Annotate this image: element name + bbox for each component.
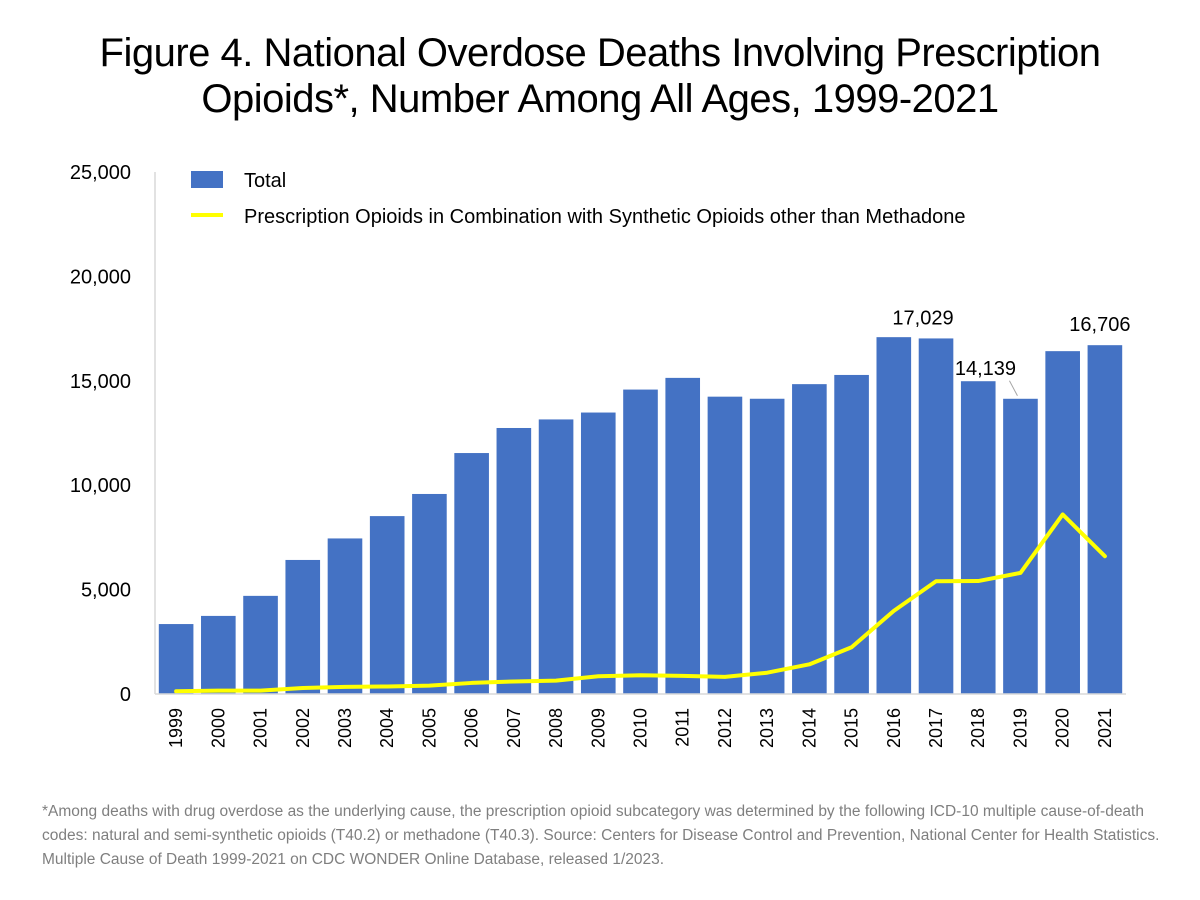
leader-line	[1009, 380, 1018, 397]
y-tick-label: 5,000	[81, 580, 131, 602]
x-tick-label: 2016	[884, 708, 904, 748]
bar-total	[918, 338, 954, 694]
bar-total	[538, 419, 574, 694]
x-tick-label: 2014	[799, 708, 819, 748]
chart-title: Figure 4. National Overdose Deaths Invol…	[0, 30, 1200, 122]
bar-total	[749, 398, 785, 694]
y-tick-label: 10,000	[70, 475, 131, 497]
bar-total	[580, 412, 616, 694]
x-tick-label: 2000	[208, 708, 228, 748]
bar-total	[792, 384, 827, 694]
bar-total	[496, 427, 532, 694]
x-tick-label: 2008	[546, 708, 566, 748]
x-tick-label: 2018	[968, 708, 988, 748]
x-tick-label: 2020	[1053, 708, 1073, 748]
line-series-layer	[174, 512, 1107, 694]
x-tick-label: 2017	[926, 708, 946, 748]
x-tick-label: 2015	[842, 708, 862, 748]
bar-total	[1045, 351, 1080, 694]
legend-label-line: Prescription Opioids in Combination with…	[244, 206, 966, 228]
bar-total	[707, 396, 743, 694]
bar-total	[285, 559, 321, 694]
x-tick-label: 2003	[335, 708, 355, 748]
data-label: 14,139	[955, 358, 1016, 380]
x-tick-label: 2004	[377, 708, 397, 748]
chart-title-line2: Opioids*, Number Among All Ages, 1999-20…	[201, 77, 999, 121]
chart: 0 5,000 10,000 15,000 20,000 25,000 1999 2000 2…	[70, 162, 1131, 748]
y-tick-label: 25,000	[70, 162, 131, 184]
bar-total	[623, 389, 658, 694]
bar-total	[1087, 345, 1123, 694]
x-tick-label: 1999	[166, 708, 186, 748]
bar-total	[454, 453, 489, 694]
x-tick-label: 2013	[757, 708, 777, 748]
legend-swatch-total	[191, 171, 223, 188]
data-label: 16,706	[1069, 314, 1130, 336]
x-axis: 1999 2000 2001 2002 2003 2004 2005 2006 2007 2008…	[155, 693, 1126, 748]
x-tick-label: 2009	[588, 708, 608, 748]
legend-label-total: Total	[244, 170, 286, 192]
x-tick-label: 2006	[462, 708, 482, 748]
y-tick-label: 15,000	[70, 371, 131, 393]
x-tick-label: 2019	[1010, 708, 1030, 748]
bar-total	[369, 516, 405, 694]
bar-total	[327, 538, 363, 694]
x-tick-label: 2005	[419, 708, 439, 748]
y-axis: 0 5,000 10,000 15,000 20,000 25,000	[70, 162, 156, 706]
chart-title-line1: Figure 4. National Overdose Deaths Invol…	[99, 31, 1101, 75]
x-tick-label: 2012	[715, 708, 735, 748]
bar-total	[1003, 398, 1038, 694]
data-labels: 17,029 14,139 16,706	[892, 307, 1130, 397]
x-tick-label: 2021	[1095, 708, 1115, 748]
bar-total	[876, 337, 912, 694]
y-tick-label: 0	[120, 684, 131, 706]
bar-total	[960, 381, 996, 694]
y-tick-label: 20,000	[70, 266, 131, 288]
bar-total	[665, 377, 701, 694]
bar-total	[201, 615, 236, 694]
legend: Total Prescription Opioids in Combinatio…	[191, 170, 966, 228]
bar-total	[243, 595, 278, 694]
x-tick-label: 2011	[673, 708, 693, 747]
bars-total	[158, 337, 1123, 694]
bar-total	[412, 493, 447, 694]
footnote: *Among deaths with drug overdose as the …	[42, 803, 1160, 868]
x-tick-label: 2007	[504, 708, 524, 748]
data-label: 17,029	[892, 307, 953, 329]
x-tick-label: 2001	[251, 708, 271, 748]
x-tick-label: 2002	[293, 708, 313, 748]
x-tick-label: 2010	[631, 708, 651, 748]
bar-total	[834, 374, 869, 694]
bar-total	[158, 624, 194, 694]
